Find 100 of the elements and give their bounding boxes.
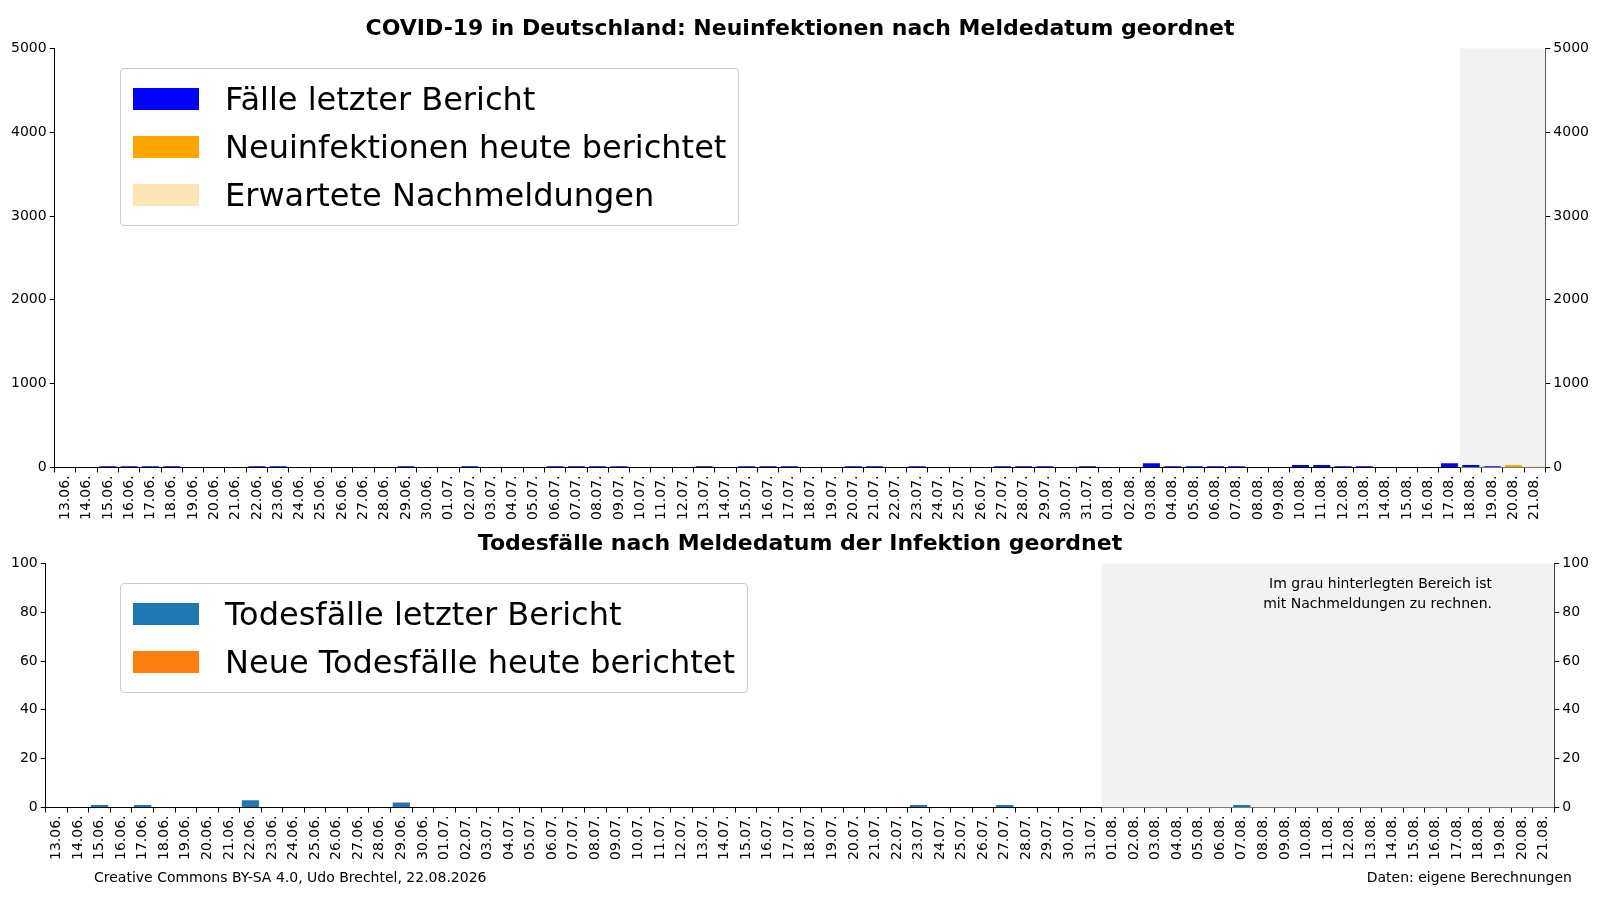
x-tick-label: 14.06. bbox=[68, 815, 85, 860]
x-tick-label: 10.08. bbox=[1297, 815, 1314, 860]
x-tick-label: 19.07. bbox=[822, 475, 839, 520]
x-tick-label: 19.06. bbox=[183, 475, 200, 520]
x-tick-label: 28.07. bbox=[1016, 815, 1033, 860]
x-tick-label: 27.06. bbox=[348, 815, 365, 860]
x-tick-label: 11.08. bbox=[1318, 815, 1335, 860]
x-tick-label: 16.08. bbox=[1426, 815, 1443, 860]
text: Creative Commons BY-SA 4.0, Udo Brechtel, 22.08.2026 bbox=[94, 869, 487, 885]
x-tick-label: 04.07. bbox=[499, 815, 516, 860]
y-tick-label: 5000 bbox=[10, 39, 47, 56]
x-tick-label: 13.06. bbox=[55, 475, 72, 520]
x-tick-label: 23.06. bbox=[262, 815, 279, 860]
x-tick-label: 25.06. bbox=[305, 815, 322, 860]
x-tick-label: 07.07. bbox=[567, 475, 584, 520]
x-tick-label: 27.07. bbox=[992, 475, 1009, 520]
x-tick-label: 08.08. bbox=[1248, 475, 1265, 520]
x-tick-label: 05.07. bbox=[524, 475, 541, 520]
legend-label: Fälle letzter Bericht bbox=[225, 80, 536, 118]
x-tick-label: 30.07. bbox=[1060, 815, 1077, 860]
x-tick-label: 08.07. bbox=[588, 475, 605, 520]
x-tick-label: 12.08. bbox=[1333, 475, 1350, 520]
x-tick-label: 06.07. bbox=[542, 815, 559, 860]
x-tick-label: 29.06. bbox=[391, 815, 408, 860]
x-tick-label: 06.08. bbox=[1210, 815, 1227, 860]
x-tick-label: 19.08. bbox=[1491, 815, 1508, 860]
y2-tick-label: 2000 bbox=[1553, 290, 1590, 307]
x-tick-label: 20.07. bbox=[844, 815, 861, 860]
x-tick-label: 31.07. bbox=[1078, 475, 1095, 520]
x-tick-label: 26.07. bbox=[971, 475, 988, 520]
chart-title: COVID-19 in Deutschland: Neuinfektionen nach Meldedatum geordnet bbox=[365, 14, 1235, 40]
y2-tick-label: 4000 bbox=[1553, 122, 1590, 139]
chart-title: Todesfälle nach Meldedatum der Infektion geordnet bbox=[477, 529, 1123, 555]
x-tick-label: 11.07. bbox=[650, 815, 667, 860]
x-tick-label: 25.06. bbox=[311, 475, 328, 520]
x-tick-label: 20.08. bbox=[1504, 475, 1521, 520]
x-tick-label: 15.07. bbox=[736, 815, 753, 860]
annotation: Im grau hinterlegten Bereich ist mit Nachmeldungen zu rechnen. bbox=[1262, 574, 1492, 613]
x-tick-label: 24.07. bbox=[929, 475, 946, 520]
x-tick-label: 22.07. bbox=[886, 475, 903, 520]
x-tick-label: 09.07. bbox=[609, 475, 626, 520]
y2-tick-label: 20 bbox=[1562, 749, 1581, 766]
x-tick-label: 02.08. bbox=[1120, 475, 1137, 520]
x-tick-label: 01.07. bbox=[439, 475, 456, 520]
x-tick-label: 17.07. bbox=[779, 475, 796, 520]
x-tick-label: 13.08. bbox=[1354, 475, 1371, 520]
x-tick-label: 01.07. bbox=[435, 815, 452, 860]
x-tick-label: 18.06. bbox=[154, 815, 171, 860]
x-tick-label: 10.07. bbox=[629, 815, 646, 860]
x-tick-label: 28.06. bbox=[375, 475, 392, 520]
x-tick-label: 24.06. bbox=[284, 815, 301, 860]
x-tick-label: 04.08. bbox=[1163, 475, 1180, 520]
x-tick-label: 26.06. bbox=[327, 815, 344, 860]
x-tick-label: 02.07. bbox=[456, 815, 473, 860]
x-tick-label: 21.08. bbox=[1534, 815, 1551, 860]
x-tick-label: 14.08. bbox=[1376, 475, 1393, 520]
x-tick-label: 30.06. bbox=[413, 815, 430, 860]
x-tick-label: 14.07. bbox=[716, 475, 733, 520]
x-tick-label: 18.08. bbox=[1461, 475, 1478, 520]
x-tick-label: 29.06. bbox=[396, 475, 413, 520]
x-tick-label: 13.07. bbox=[694, 475, 711, 520]
x-tick-label: 01.08. bbox=[1103, 815, 1120, 860]
y-tick-label: 20 bbox=[19, 749, 38, 766]
x-tick-label: 14.06. bbox=[77, 475, 94, 520]
x-tick-label: 14.07. bbox=[715, 815, 732, 860]
x-tick-label: 30.06. bbox=[417, 475, 434, 520]
x-tick-label: 01.08. bbox=[1099, 475, 1116, 520]
x-tick-label: 15.06. bbox=[90, 815, 107, 860]
x-tick-label: 14.08. bbox=[1383, 815, 1400, 860]
x-tick-label: 15.08. bbox=[1404, 815, 1421, 860]
y2-tick-label: 5000 bbox=[1553, 39, 1590, 56]
x-tick-label: 05.08. bbox=[1189, 815, 1206, 860]
x-tick-label: 18.07. bbox=[801, 815, 818, 860]
x-tick-label: 16.07. bbox=[758, 475, 775, 520]
x-tick-label: 20.07. bbox=[843, 475, 860, 520]
x-tick-label: 17.08. bbox=[1440, 475, 1457, 520]
x-tick-label: 21.07. bbox=[865, 475, 882, 520]
x-tick-label: 17.08. bbox=[1447, 815, 1464, 860]
x-tick-label: 16.08. bbox=[1418, 475, 1435, 520]
y2-tick-label: 40 bbox=[1562, 700, 1581, 717]
x-tick-label: 03.07. bbox=[481, 475, 498, 520]
legend-label: Todesfälle letzter Bericht bbox=[225, 595, 622, 633]
x-tick-label: 16.06. bbox=[111, 815, 128, 860]
y-tick-label: 40 bbox=[19, 700, 38, 717]
x-tick-label: 02.07. bbox=[460, 475, 477, 520]
x-tick-label: 16.06. bbox=[119, 475, 136, 520]
x-tick-label: 10.07. bbox=[630, 475, 647, 520]
x-tick-label: 11.08. bbox=[1312, 475, 1329, 520]
y2-tick-label: 80 bbox=[1562, 602, 1581, 619]
x-tick-label: 30.07. bbox=[1056, 475, 1073, 520]
x-tick-label: 11.07. bbox=[652, 475, 669, 520]
y-tick-label: 60 bbox=[19, 651, 38, 668]
legend-label: Erwartete Nachmeldungen bbox=[225, 176, 655, 214]
x-tick-label: 18.07. bbox=[801, 475, 818, 520]
x-tick-label: 04.08. bbox=[1167, 815, 1184, 860]
x-tick-label: 12.08. bbox=[1340, 815, 1357, 860]
x-tick-label: 24.07. bbox=[930, 815, 947, 860]
y-tick-label: 0 bbox=[28, 798, 38, 815]
x-tick-label: 12.07. bbox=[673, 475, 690, 520]
x-tick-label: 16.07. bbox=[758, 815, 775, 860]
